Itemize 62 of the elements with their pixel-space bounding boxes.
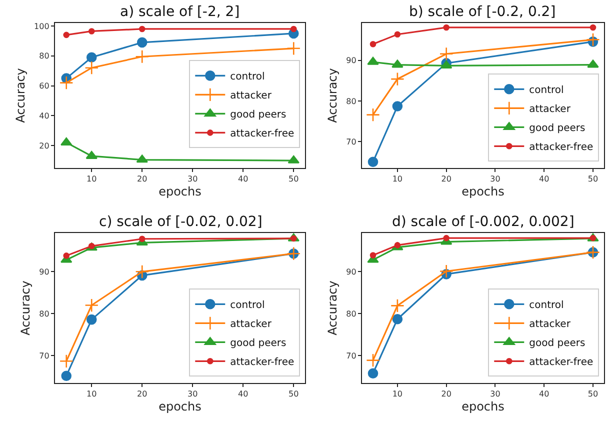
legend-label: attacker — [529, 319, 572, 330]
legend-label: attacker-free — [230, 128, 294, 140]
y-axis-title: Accuracy — [13, 68, 28, 123]
legend-label: attacker-free — [529, 142, 594, 154]
legend-label: good peers — [529, 338, 586, 350]
y-tick-label: 60 — [39, 82, 50, 91]
chart-title: d) scale of [-0.002, 0.002] — [392, 214, 574, 230]
x-tick-label: 40 — [238, 390, 248, 399]
x-tick-label: 30 — [490, 390, 500, 399]
legend-label: good peers — [230, 110, 286, 121]
chart-title: c) scale of [-0.02, 0.02] — [99, 214, 262, 230]
y-tick-label: 80 — [39, 309, 50, 318]
y-tick-label: 80 — [346, 96, 356, 106]
legend-label: control — [230, 300, 265, 312]
x-axis-title: epochs — [158, 184, 202, 199]
x-tick-label: 20 — [441, 174, 452, 184]
y-tick-label: 70 — [39, 351, 50, 360]
y-tick-label: 70 — [346, 351, 356, 360]
legend-label: good peers — [529, 123, 586, 134]
y-tick-label: 80 — [346, 309, 356, 318]
y-tick-label: 100 — [34, 22, 50, 31]
y-tick-label: 40 — [39, 111, 50, 120]
x-axis-title: epochs — [462, 400, 504, 414]
y-tick-label: 90 — [346, 267, 356, 276]
x-axis-title: epochs — [462, 184, 504, 199]
y-tick-label: 90 — [346, 56, 356, 66]
x-tick-label: 40 — [539, 390, 550, 399]
x-tick-label: 30 — [490, 174, 500, 184]
x-tick-label: 50 — [288, 174, 299, 184]
x-tick-label: 30 — [188, 390, 198, 399]
y-tick-label: 90 — [39, 267, 50, 276]
legend-label: control — [230, 72, 265, 83]
y-axis-title: Accuracy — [325, 280, 340, 336]
legend-label: attacker — [230, 319, 272, 330]
x-tick-label: 50 — [288, 390, 299, 399]
x-tick-label: 20 — [137, 390, 148, 399]
x-tick-label: 10 — [392, 174, 403, 184]
legend-label: control — [529, 300, 564, 312]
x-tick-label: 10 — [86, 174, 97, 184]
y-tick-label: 80 — [39, 52, 50, 61]
y-tick-label: 20 — [39, 141, 50, 150]
x-tick-label: 10 — [392, 390, 403, 399]
x-tick-label: 50 — [588, 390, 598, 399]
x-tick-label: 50 — [588, 174, 598, 184]
y-axis-title: Accuracy — [18, 280, 32, 336]
legend-label: attacker — [529, 104, 572, 116]
chart-title: a) scale of [-2, 2] — [120, 4, 240, 20]
legend-label: attacker-free — [230, 357, 294, 368]
x-axis-title: epochs — [158, 400, 202, 414]
x-tick-label: 40 — [238, 174, 248, 184]
legend-label: control — [529, 85, 564, 96]
x-tick-label: 30 — [188, 174, 198, 184]
legend-label: attacker-free — [529, 357, 594, 368]
y-tick-label: 70 — [346, 137, 356, 146]
legend-label: good peers — [230, 338, 286, 350]
x-tick-label: 40 — [539, 174, 550, 184]
x-tick-label: 20 — [441, 390, 452, 399]
chart-title: b) scale of [-0.2, 0.2] — [409, 4, 556, 20]
y-axis-title: Accuracy — [325, 68, 340, 123]
legend-label: attacker — [230, 90, 272, 102]
x-tick-label: 20 — [137, 174, 148, 184]
x-tick-label: 10 — [86, 390, 97, 399]
